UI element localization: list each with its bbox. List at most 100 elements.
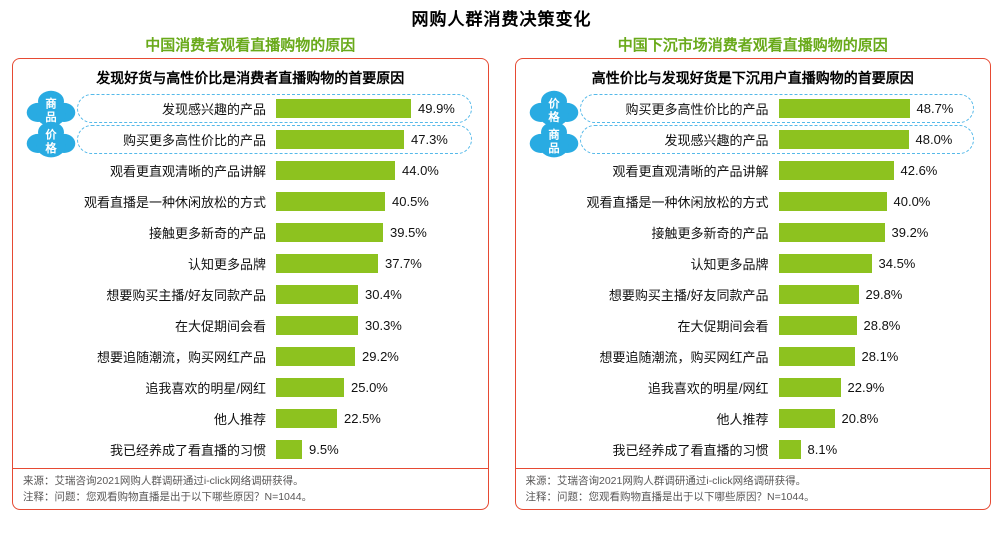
cloud-badge: 价格 xyxy=(528,88,580,130)
bar xyxy=(778,378,841,397)
bar-label: 我已经养成了看直播的习惯 xyxy=(109,443,266,458)
chart-row: 我已经养成了看直播的习惯 8.1% xyxy=(524,434,983,465)
bar xyxy=(276,192,385,211)
bar xyxy=(778,316,857,335)
highlight-box: 发现感兴趣的产品 48.0% xyxy=(579,125,974,154)
bar xyxy=(276,440,302,459)
bar-value: 48.0% xyxy=(915,132,953,147)
bar-value: 22.9% xyxy=(847,380,885,395)
row-box: 观看更直观清晰的产品讲解 44.0% xyxy=(77,156,472,185)
chart-row: 想要追随潮流，购买网红产品 28.1% xyxy=(524,341,983,372)
row-box: 想要追随潮流，购买网红产品 28.1% xyxy=(580,342,975,371)
bar-value: 8.1% xyxy=(807,442,838,457)
bar-value: 28.1% xyxy=(861,349,899,364)
cloud-label-line1: 商 xyxy=(548,127,559,141)
highlight-box: 购买更多高性价比的产品 47.3% xyxy=(77,125,472,154)
row-box: 认知更多品牌 37.7% xyxy=(77,249,472,278)
bar-label: 接触更多新奇的产品 xyxy=(148,226,266,241)
panel-footer: 来源：艾瑞咨询2021网购人群调研通过i-click网络调研获得。 注释：问题：… xyxy=(13,468,488,512)
chart-row: 追我喜欢的明星/网红 22.9% xyxy=(524,372,983,403)
bar xyxy=(276,254,378,273)
bar-value: 39.5% xyxy=(390,225,427,240)
cloud-label-line2: 格 xyxy=(45,141,57,155)
highlight-box: 购买更多高性价比的产品 48.7% xyxy=(579,94,974,123)
bar xyxy=(778,254,872,273)
bar-label: 他人推荐 xyxy=(716,412,769,427)
bar-value: 25.0% xyxy=(351,380,388,395)
cloud-label-line1: 商 xyxy=(45,96,56,110)
bar-label: 发现感兴趣的产品 xyxy=(161,102,266,117)
chart-row: 接触更多新奇的产品 39.2% xyxy=(524,217,983,248)
cloud-icon: 价格 xyxy=(529,90,578,126)
bar xyxy=(276,161,395,180)
bar-value: 37.7% xyxy=(385,256,422,271)
bar xyxy=(778,409,835,428)
row-box: 观看直播是一种休闲放松的方式 40.5% xyxy=(77,187,472,216)
cloud-icon: 商品 xyxy=(26,90,76,126)
chart-row: 观看更直观清晰的产品讲解 44.0% xyxy=(21,155,480,186)
note-line: 注释：问题：您观看购物直播是出于以下哪些原因？N=1044。 xyxy=(525,491,815,504)
source-line: 来源：艾瑞咨询2021网购人群调研通过i-click网络调研获得。 xyxy=(23,475,304,487)
bar-value: 29.2% xyxy=(362,349,399,364)
bar-value: 30.3% xyxy=(365,318,402,333)
panel-title: 中国下沉市场消费者观看直播购物的原因 xyxy=(617,37,888,54)
row-box: 我已经养成了看直播的习惯 9.5% xyxy=(77,435,472,464)
panel-subtitle: 高性价比与发现好货是下沉用户直播购物的首要原因 xyxy=(591,70,914,86)
bar-label: 认知更多品牌 xyxy=(690,257,769,272)
bar xyxy=(276,316,358,335)
bar xyxy=(276,285,358,304)
bar-label: 观看更直观清晰的产品讲解 xyxy=(109,164,266,179)
page-title: 网购人群消费决策变化 xyxy=(411,10,592,29)
bar-value: 22.5% xyxy=(344,411,381,426)
bar xyxy=(276,409,337,428)
bar-value: 47.3% xyxy=(411,132,448,147)
row-box: 在大促期间会看 30.3% xyxy=(77,311,472,340)
bar-label: 接触更多新奇的产品 xyxy=(651,226,769,241)
chart-row: 接触更多新奇的产品 39.5% xyxy=(21,217,480,248)
bar-value: 34.5% xyxy=(878,256,916,271)
cloud-icon: 商品 xyxy=(529,121,578,157)
chart-rows: 商品 发现感兴趣的产品 49.9% 价格 购买更多高性价比的产品 47.3% 观看更直观清晰… xyxy=(21,90,480,468)
chart-row: 商品 发现感兴趣的产品 49.9% xyxy=(21,90,480,126)
panel-box: 发现好货与高性价比是消费者直播购物的首要原因 商品 发现感兴趣的产品 49.9% 价格… xyxy=(12,58,489,510)
bar xyxy=(276,347,355,366)
chart-row: 想要购买主播/好友同款产品 30.4% xyxy=(21,279,480,310)
panel: 中国下沉市场消费者观看直播购物的原因 高性价比与发现好货是下沉用户直播购物的首要… xyxy=(514,31,991,510)
bar-value: 40.0% xyxy=(893,194,931,209)
cloud-label-line1: 价 xyxy=(45,128,57,141)
bar-label: 观看直播是一种休闲放松的方式 xyxy=(83,195,266,210)
row-box: 认知更多品牌 34.5% xyxy=(580,249,975,278)
highlight-box: 发现感兴趣的产品 49.9% xyxy=(77,94,472,123)
cloud-label-line1: 价 xyxy=(548,97,560,110)
infographic: 网购人群消费决策变化 中国消费者观看直播购物的原因 发现好货与高性价比是消费者直… xyxy=(12,10,991,510)
bar-label: 想要追随潮流，购买网红产品 xyxy=(96,350,266,365)
row-box: 我已经养成了看直播的习惯 8.1% xyxy=(580,435,975,464)
bar xyxy=(778,285,859,304)
panel-title: 中国消费者观看直播购物的原因 xyxy=(145,37,356,54)
panel: 中国消费者观看直播购物的原因 发现好货与高性价比是消费者直播购物的首要原因 商品… xyxy=(12,31,489,510)
row-box: 追我喜欢的明星/网红 22.9% xyxy=(580,373,975,402)
row-box: 接触更多新奇的产品 39.2% xyxy=(580,218,975,247)
cloud-badge: 商品 xyxy=(528,119,580,161)
cloud-label-line2: 品 xyxy=(548,141,559,155)
bar-value: 9.5% xyxy=(309,442,339,457)
bar-value: 39.2% xyxy=(891,225,929,240)
bar-label: 在大促期间会看 xyxy=(677,319,769,334)
row-box: 观看更直观清晰的产品讲解 42.6% xyxy=(580,156,975,185)
chart-rows: 价格 购买更多高性价比的产品 48.7% 商品 发现感兴趣的产品 48.0% 观看更直观清晰… xyxy=(524,90,983,468)
bar-label: 购买更多高性价比的产品 xyxy=(122,133,266,148)
bar xyxy=(276,99,411,118)
row-box: 他人推荐 22.5% xyxy=(77,404,472,433)
chart-row: 他人推荐 22.5% xyxy=(21,403,480,434)
chart-row: 想要追随潮流，购买网红产品 29.2% xyxy=(21,341,480,372)
bar-value: 29.8% xyxy=(865,287,903,302)
row-box: 在大促期间会看 28.8% xyxy=(580,311,975,340)
bar xyxy=(276,223,383,242)
bar-value: 44.0% xyxy=(402,163,439,178)
bar-label: 追我喜欢的明星/网红 xyxy=(145,381,266,396)
cloud-label-line2: 格 xyxy=(548,110,560,124)
chart-row: 价格 购买更多高性价比的产品 47.3% xyxy=(21,121,480,157)
row-box: 他人推荐 20.8% xyxy=(580,404,975,433)
bar-label: 想要购买主播/好友同款产品 xyxy=(608,288,769,303)
chart-row: 认知更多品牌 37.7% xyxy=(21,248,480,279)
